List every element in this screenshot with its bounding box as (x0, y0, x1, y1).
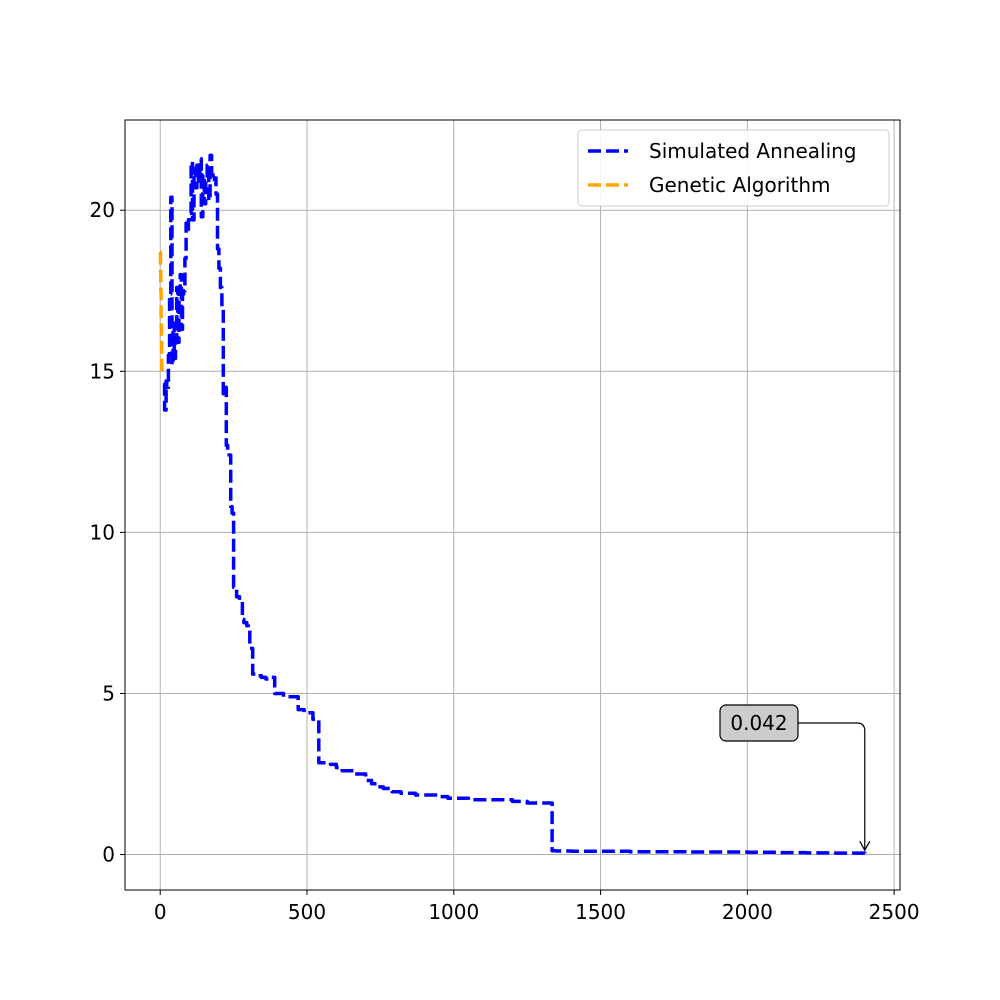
annotation-label: 0.042 (730, 711, 787, 735)
x-tick-label: 1500 (575, 900, 626, 924)
annotation-arrowhead (859, 840, 871, 852)
x-tick-label: 2500 (869, 900, 920, 924)
legend-label: Simulated Annealing (649, 139, 857, 163)
series-line-genetic-algorithm (158, 250, 164, 375)
x-tick-label: 0 (154, 900, 167, 924)
legend-label: Genetic Algorithm (649, 173, 830, 197)
y-tick-label: 15 (90, 359, 115, 383)
y-tick-label: 20 (90, 198, 115, 222)
legend: Simulated Annealing Genetic Algorithm (577, 129, 890, 207)
y-tick-label: 10 (90, 520, 115, 544)
axis-ticks: 0 500 1000 1500 2000 2500 0 5 10 15 20 (90, 198, 920, 924)
x-tick-label: 500 (288, 900, 326, 924)
legend-box (577, 129, 890, 207)
annotation-arrow (798, 722, 866, 850)
y-tick-label: 0 (102, 843, 115, 867)
plot-frame (124, 119, 901, 891)
series-line-simulated-annealing (162, 153, 867, 855)
annotations: 0.042 (719, 704, 871, 852)
grid (125, 120, 900, 890)
x-tick-label: 1000 (428, 900, 479, 924)
y-tick-label: 5 (102, 681, 115, 705)
series-layer (158, 153, 867, 855)
x-tick-label: 2000 (722, 900, 773, 924)
annotation-box (719, 704, 799, 742)
